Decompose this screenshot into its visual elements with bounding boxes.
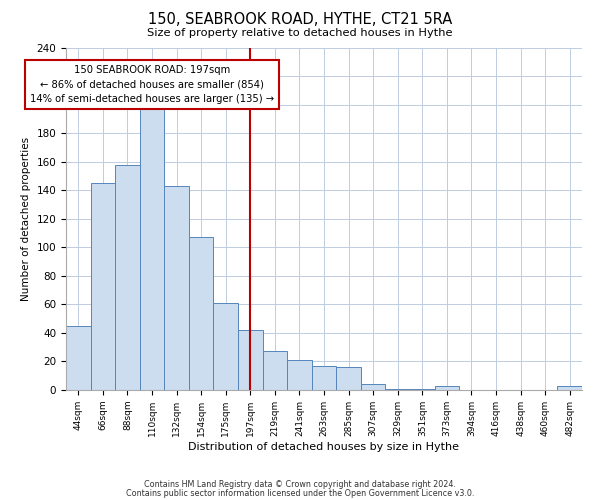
Bar — [115, 164, 140, 390]
Bar — [385, 388, 410, 390]
Bar — [164, 186, 189, 390]
Text: Contains HM Land Registry data © Crown copyright and database right 2024.: Contains HM Land Registry data © Crown c… — [144, 480, 456, 489]
Bar — [214, 303, 238, 390]
Bar — [557, 386, 582, 390]
Text: Contains public sector information licensed under the Open Government Licence v3: Contains public sector information licen… — [126, 488, 474, 498]
X-axis label: Distribution of detached houses by size in Hythe: Distribution of detached houses by size … — [188, 442, 460, 452]
Bar — [361, 384, 385, 390]
Bar — [434, 386, 459, 390]
Bar — [336, 367, 361, 390]
Bar — [66, 326, 91, 390]
Bar — [189, 238, 214, 390]
Bar — [410, 388, 434, 390]
Bar — [287, 360, 312, 390]
Bar — [140, 104, 164, 390]
Y-axis label: Number of detached properties: Number of detached properties — [21, 136, 31, 301]
Text: 150 SEABROOK ROAD: 197sqm
← 86% of detached houses are smaller (854)
14% of semi: 150 SEABROOK ROAD: 197sqm ← 86% of detac… — [30, 64, 274, 104]
Text: Size of property relative to detached houses in Hythe: Size of property relative to detached ho… — [147, 28, 453, 38]
Bar — [238, 330, 263, 390]
Text: 150, SEABROOK ROAD, HYTHE, CT21 5RA: 150, SEABROOK ROAD, HYTHE, CT21 5RA — [148, 12, 452, 28]
Bar — [312, 366, 336, 390]
Bar — [91, 183, 115, 390]
Bar — [263, 352, 287, 390]
